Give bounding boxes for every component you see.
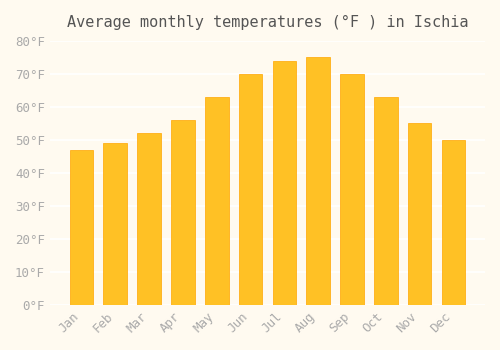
Bar bbox=[138, 133, 161, 305]
Bar bbox=[340, 74, 364, 305]
Bar bbox=[70, 150, 94, 305]
Bar bbox=[408, 124, 432, 305]
Bar bbox=[205, 97, 229, 305]
Bar bbox=[104, 143, 127, 305]
Bar bbox=[238, 74, 262, 305]
Bar bbox=[306, 57, 330, 305]
Bar bbox=[374, 97, 398, 305]
Title: Average monthly temperatures (°F ) in Ischia: Average monthly temperatures (°F ) in Is… bbox=[66, 15, 468, 30]
Bar bbox=[442, 140, 465, 305]
Bar bbox=[171, 120, 194, 305]
Bar bbox=[272, 61, 296, 305]
